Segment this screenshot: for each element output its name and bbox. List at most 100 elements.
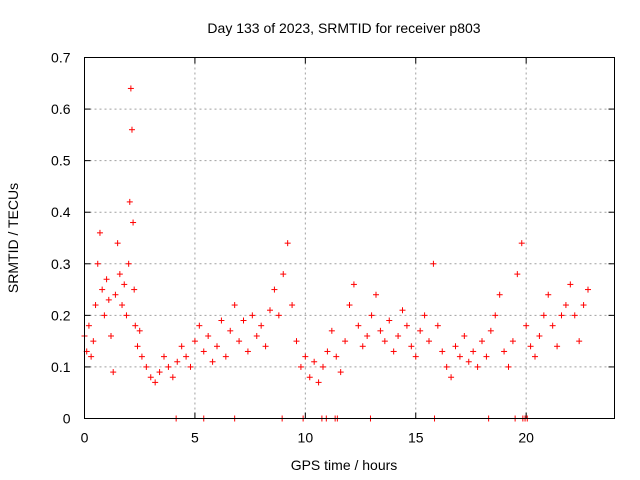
data-point — [368, 312, 375, 319]
data-point — [200, 348, 207, 355]
data-point — [461, 332, 468, 339]
data-point — [183, 353, 190, 360]
data-point — [191, 338, 198, 345]
data-point — [474, 363, 481, 370]
data-point — [152, 379, 159, 386]
data-point — [209, 358, 216, 365]
data-point — [244, 348, 251, 355]
x-tick-label: 0 — [81, 430, 89, 446]
data-point — [134, 343, 141, 350]
data-point — [161, 353, 167, 360]
data-point — [439, 348, 446, 355]
data-point — [174, 358, 181, 365]
data-point — [545, 291, 552, 298]
data-point — [412, 353, 419, 360]
data-point — [328, 327, 335, 334]
data-point — [112, 291, 119, 298]
data-point — [127, 85, 134, 92]
data-point — [483, 353, 490, 360]
data-point — [403, 322, 410, 329]
data-point — [408, 343, 415, 350]
data-point — [249, 312, 256, 319]
data-point — [280, 271, 287, 278]
x-tick-label: 20 — [518, 430, 534, 446]
data-point — [350, 281, 357, 288]
data-point — [355, 322, 362, 329]
data-point — [196, 322, 203, 329]
data-point — [88, 353, 95, 360]
data-point — [505, 363, 512, 370]
data-point — [364, 332, 371, 339]
data-point — [532, 353, 538, 360]
data-point — [222, 353, 229, 360]
data-point — [549, 322, 556, 329]
data-point — [131, 286, 138, 293]
data-point — [227, 327, 234, 334]
data-point — [119, 302, 126, 309]
y-axis-title: SRMTID / TECUs — [5, 183, 21, 293]
data-point — [110, 369, 117, 376]
data-point — [465, 358, 472, 365]
data-point — [527, 343, 534, 350]
data-point — [297, 363, 304, 370]
data-point — [302, 353, 309, 360]
data-point — [333, 353, 340, 360]
data-point — [253, 332, 260, 339]
data-point — [214, 343, 220, 350]
data-point — [386, 317, 393, 324]
data-point — [381, 338, 388, 345]
data-point — [373, 291, 379, 298]
data-point — [284, 240, 291, 247]
data-point — [99, 286, 106, 293]
data-point — [479, 338, 485, 345]
data-point — [271, 286, 278, 293]
data-point — [147, 374, 154, 381]
y-tick-label: 0.1 — [51, 359, 71, 375]
data-point — [92, 302, 99, 309]
x-tick-label: 10 — [298, 430, 314, 446]
data-point — [132, 322, 139, 329]
y-tick-label: 0.7 — [51, 50, 71, 66]
y-tick-label: 0.2 — [51, 307, 71, 323]
data-point — [492, 312, 499, 319]
data-point — [123, 312, 130, 319]
data-point — [240, 317, 247, 324]
data-point — [342, 338, 349, 345]
data-point — [289, 302, 296, 309]
data-point — [567, 281, 574, 288]
data-point — [571, 312, 578, 319]
data-point — [395, 332, 402, 339]
data-point — [536, 332, 543, 339]
data-point — [452, 343, 459, 350]
x-tick-labels: 0 5 10 15 20 — [81, 430, 535, 446]
data-point — [315, 379, 322, 386]
data-point — [456, 353, 463, 360]
data-point — [311, 358, 318, 365]
data-point — [85, 322, 92, 329]
data-point — [501, 348, 508, 355]
data-point — [125, 260, 132, 267]
data-point — [509, 338, 516, 345]
data-point — [434, 322, 441, 329]
data-point — [275, 312, 282, 319]
data-point — [138, 353, 145, 360]
y-tick-label: 0.4 — [51, 204, 71, 220]
data-point — [94, 260, 101, 267]
data-point — [178, 343, 185, 350]
data-point — [346, 302, 353, 309]
data-point — [205, 332, 212, 339]
data-point — [554, 343, 561, 350]
x-tick-label: 5 — [191, 430, 199, 446]
data-point — [399, 307, 406, 314]
data-point — [421, 312, 428, 319]
data-point — [496, 291, 503, 298]
data-point — [390, 348, 397, 355]
y-tick-labels: 0 0.1 0.2 0.3 0.4 0.5 0.6 0.7 — [51, 50, 71, 427]
data-point — [320, 363, 326, 370]
axis-ticks — [84, 57, 615, 419]
data-point — [236, 338, 243, 345]
data-point — [576, 338, 583, 345]
data-point — [580, 302, 587, 309]
data-point — [470, 348, 477, 355]
x-axis-title: GPS time / hours — [291, 457, 398, 473]
